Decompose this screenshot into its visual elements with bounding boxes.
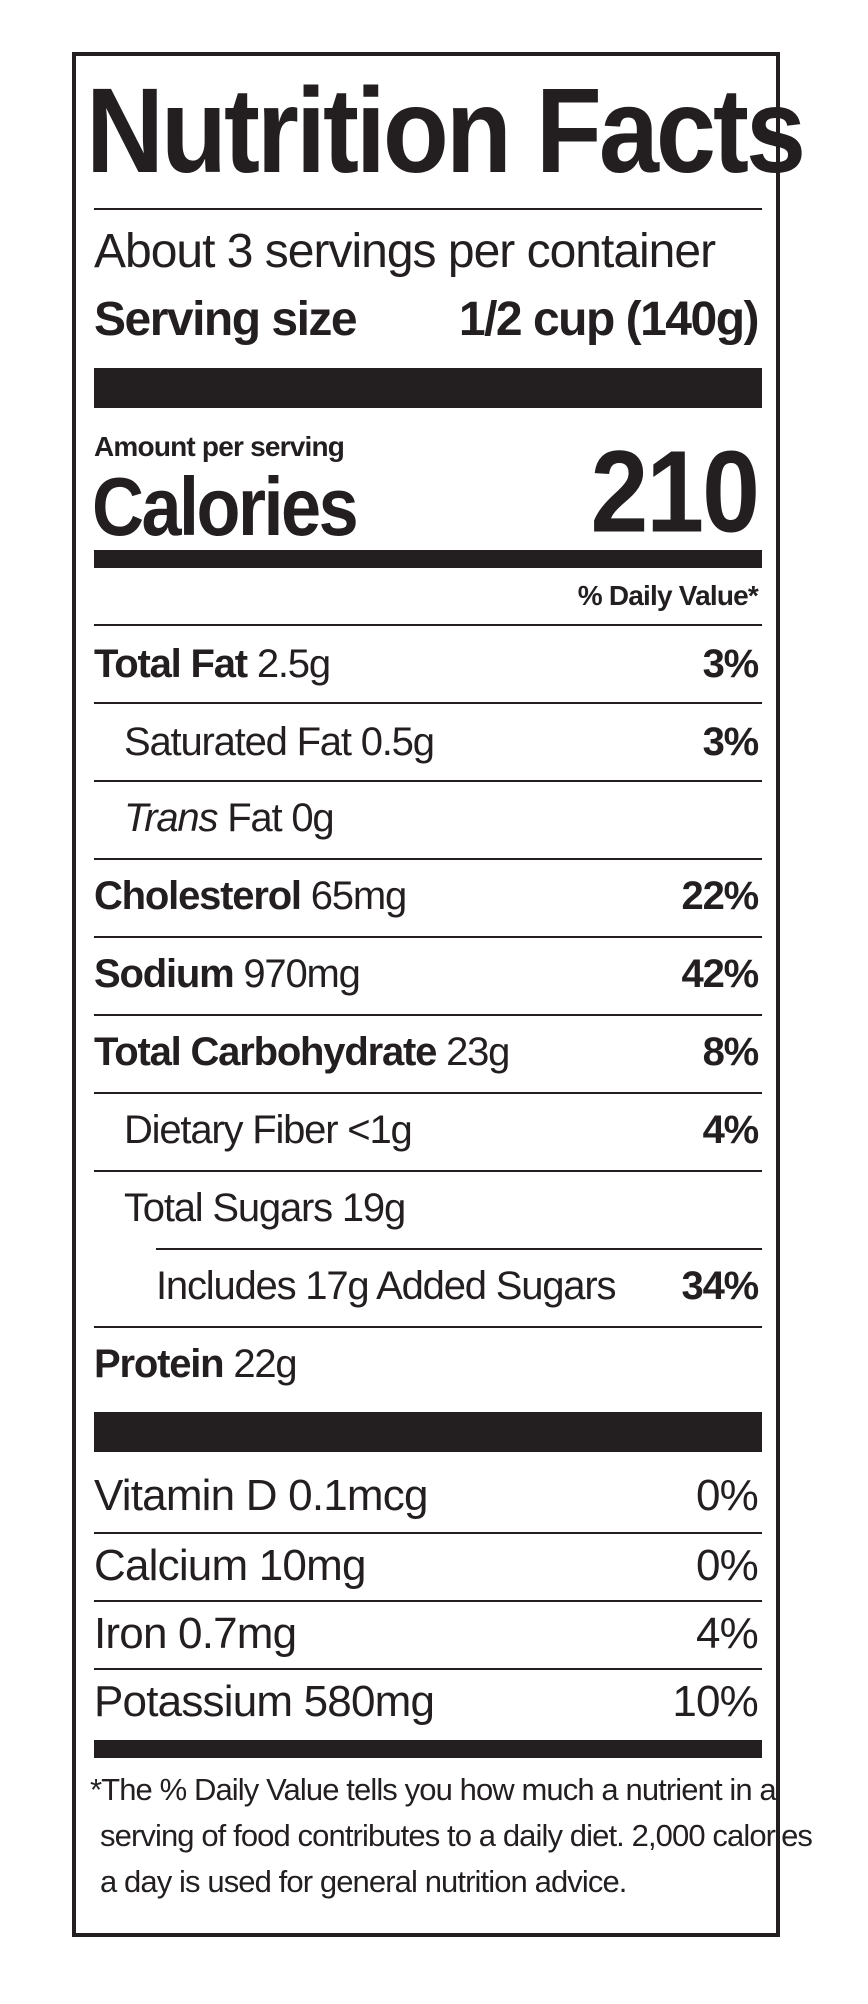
nutrient-name: Total Fat [94,642,248,686]
nutrient-dv: 3% [702,642,760,686]
nutrient-name: Dietary Fiber [124,1108,339,1152]
vitamin-row-calcium: Calcium 10mg [94,1541,366,1590]
nutrient-amount: 2.5g [256,642,331,686]
calories-value: 210 [590,427,760,558]
vitamin-row-vitamin-d: Vitamin D 0.1mcg [94,1471,428,1520]
divider [94,1668,762,1670]
nutrient-dv: 3% [702,720,760,764]
nutrient-dv: 8% [702,1030,760,1074]
nutrition-facts-label: Nutrition Facts About 3 servings per con… [72,52,813,1937]
medium-divider [94,1740,762,1758]
nutrient-name: Sodium [94,952,235,996]
nutrient-amount: 19g [341,1186,406,1230]
nutrient-dv: 34% [681,1264,760,1308]
vitamin-dv: 4% [696,1609,759,1658]
nutrient-dv: 22% [681,874,760,918]
nutrient-amount: <1g [347,1108,412,1152]
nutrient-row-dietary-fiber: Dietary Fiber <1g [124,1108,413,1152]
nutrient-row-total-sugars: Total Sugars 19g [124,1186,406,1230]
divider [156,1248,762,1250]
nutrient-name: Fat [227,796,282,840]
nutrient-dv: 4% [702,1108,760,1152]
vitamin-row-iron: Iron 0.7mg [94,1609,297,1658]
nutrient-row-saturated-fat: Saturated Fat 0.5g [124,720,435,764]
nutrient-name: Cholesterol [94,874,302,918]
nutrient-row-trans-fat: Trans Fat 0g [124,796,335,840]
nutrient-amount: 22g [233,1342,297,1386]
nutrient-name: Saturated Fat [124,720,352,764]
serving-size-label: Serving size [94,293,358,346]
medium-divider [94,550,762,568]
vitamin-dv: 10% [672,1677,758,1726]
thick-divider [94,1412,762,1452]
nutrient-amount: 970mg [243,952,361,996]
amount-per-serving: Amount per serving [94,431,345,462]
nutrient-name: Total Sugars [124,1186,333,1230]
servings-per-container: About 3 servings per container [94,225,716,278]
nutrient-row-added-sugars: Includes 17g Added Sugars [156,1264,616,1308]
divider [94,1014,762,1016]
footnote-line: *The % Daily Value tells you how much a … [90,1772,777,1807]
divider [94,936,762,938]
divider [94,1600,762,1602]
nutrient-amount: 23g [446,1030,510,1074]
divider [94,858,762,860]
nutrient-dv: 42% [681,952,760,996]
nutrient-amount: 0.5g [360,720,435,764]
divider [94,1170,762,1172]
nutrient-name: Protein [94,1342,225,1386]
nutrient-name-italic: Trans [124,796,218,840]
footnote-line: a day is used for general nutrition advi… [100,1864,627,1899]
nutrient-row-sodium: Sodium 970mg [94,952,361,996]
divider [94,624,762,626]
divider [94,208,762,210]
nutrient-name: Total Carbohydrate [94,1030,437,1074]
nutrient-row-total-carbohydrate: Total Carbohydrate 23g [94,1030,510,1074]
nutrient-amount: 65mg [310,874,407,918]
divider [94,1092,762,1094]
calories-label: Calories [92,461,359,554]
thick-divider [94,368,762,408]
divider [94,780,762,782]
label-title: Nutrition Facts [86,62,806,198]
vitamin-dv: 0% [696,1471,759,1520]
divider [94,702,762,704]
serving-size-value: 1/2 cup (140g) [458,293,760,346]
divider [94,1532,762,1534]
nutrient-row-protein: Protein 22g [94,1342,298,1386]
nutrient-row-cholesterol: Cholesterol 65mg [94,874,407,918]
footnote-line: serving of food contributes to a daily d… [100,1818,813,1853]
nutrient-amount: 0g [291,796,334,840]
vitamin-row-potassium: Potassium 580mg [94,1677,435,1726]
divider [94,1326,762,1328]
daily-value-header: % Daily Value* [577,580,759,611]
vitamin-dv: 0% [696,1541,759,1590]
nutrient-row-total-fat: Total Fat 2.5g [94,642,331,686]
